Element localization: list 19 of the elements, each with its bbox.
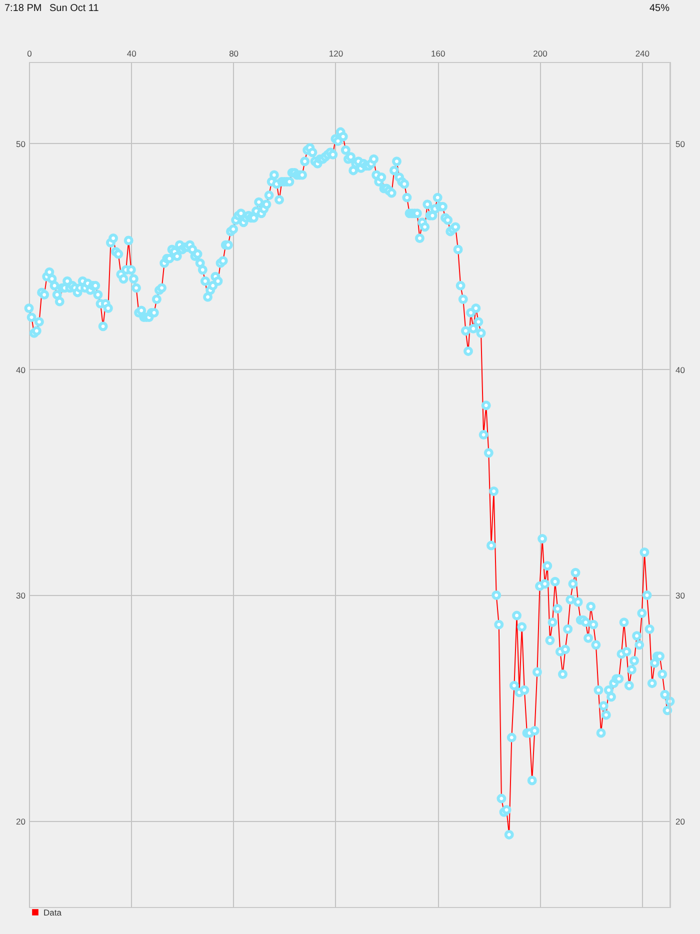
text: 7:18 PM	[4, 3, 42, 14]
text: 45%	[649, 3, 670, 14]
x-tick-label: 160	[431, 48, 446, 58]
y2-tick-label: 30	[676, 590, 686, 601]
y-tick-label: 50	[16, 138, 26, 149]
y2-tick-label: 40	[676, 364, 686, 375]
x-tick-label: 120	[328, 48, 344, 58]
x-tick-label: 200	[533, 48, 548, 58]
y2-tick-label: 20	[676, 816, 686, 827]
x-tick-label: 0	[27, 48, 32, 58]
legend-label: Data	[44, 907, 62, 918]
y-tick-label: 20	[16, 816, 26, 827]
x-tick-label: 80	[229, 48, 239, 58]
x-tick-label: 240	[635, 48, 650, 58]
text: Sun Oct 11	[50, 3, 100, 14]
y2-tick-label: 50	[676, 138, 686, 149]
y-tick-label: 30	[16, 590, 26, 601]
x-tick-label: 40	[126, 48, 137, 58]
y-tick-label: 40	[16, 364, 26, 375]
